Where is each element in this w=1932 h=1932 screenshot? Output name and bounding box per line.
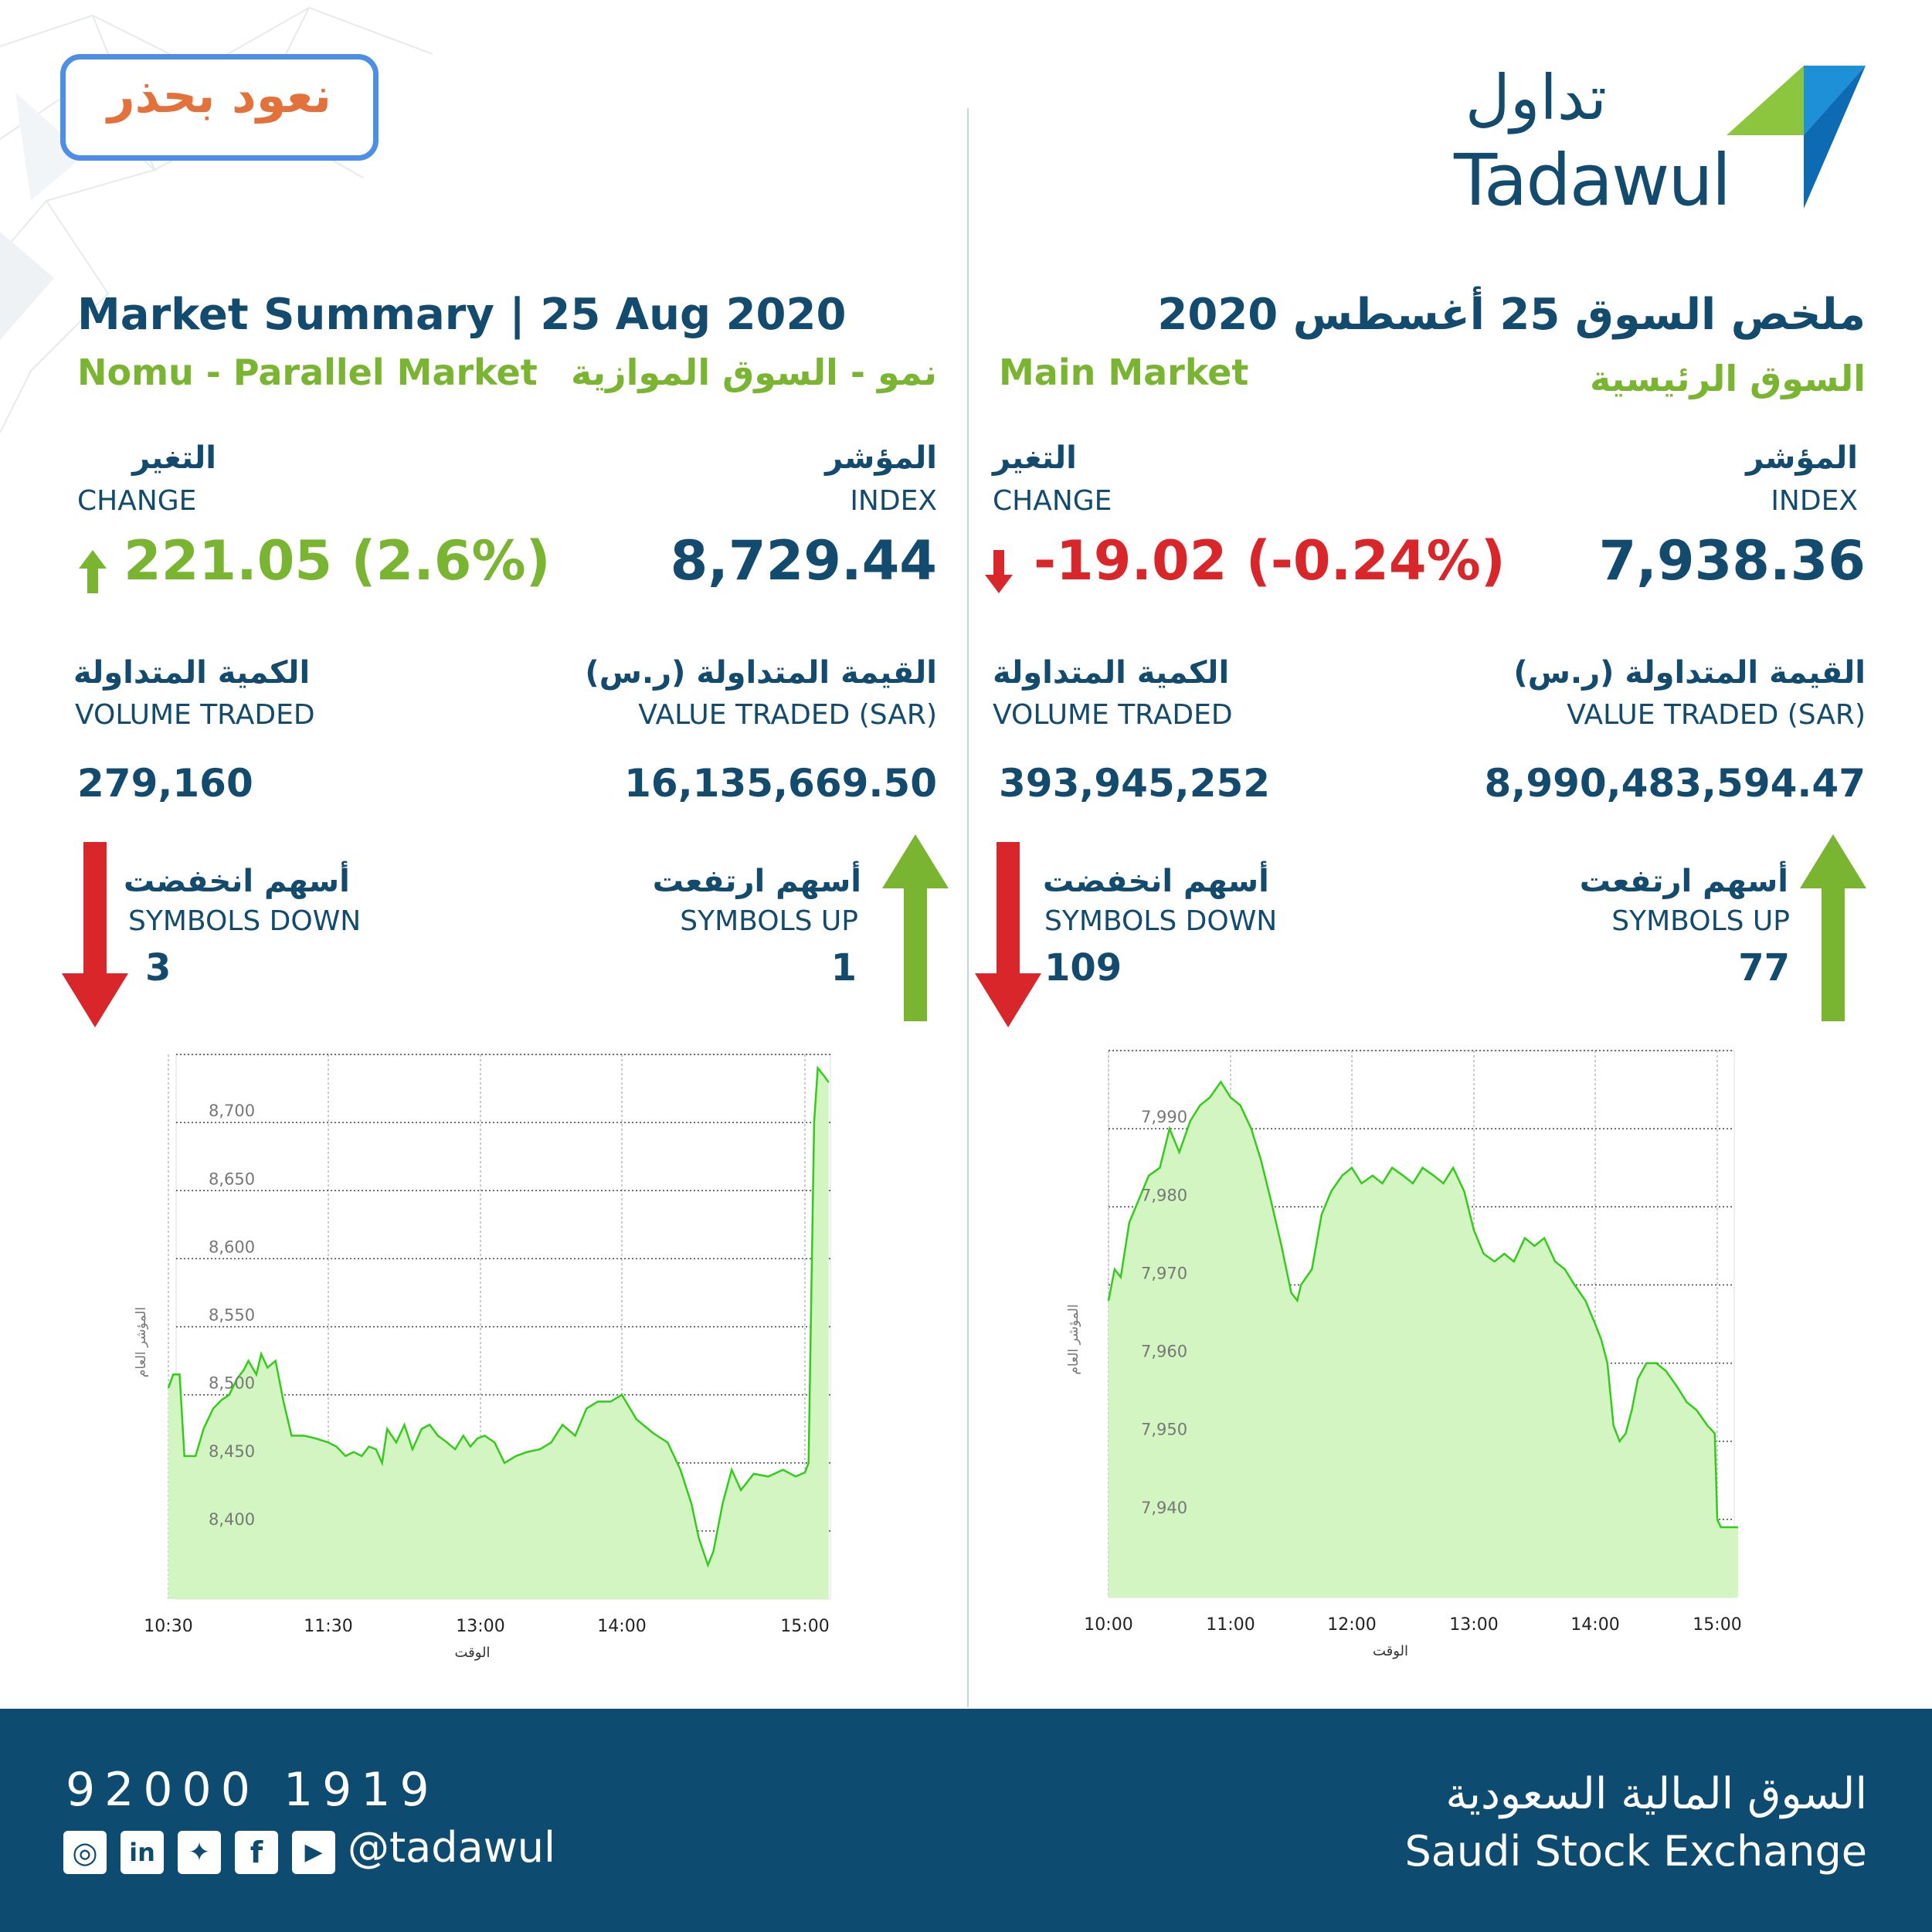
x-axis-label: الوقت (1373, 1643, 1408, 1659)
y-tick-label: 7,960 (1141, 1343, 1187, 1361)
exchange-name-ar: السوق المالية السعودية (1445, 1769, 1867, 1819)
nomu-value-value: 16,135,669.50 (624, 761, 937, 806)
main-value-label-ar: القيمة المتداولة (ر.س) (1513, 655, 1866, 691)
main-change-label-ar: التغير (993, 440, 1077, 476)
main-value-label-en: VALUE TRADED (SAR) (1567, 699, 1866, 731)
x-tick-label: 14:00 (597, 1617, 646, 1636)
x-axis-label: الوقت (454, 1645, 490, 1661)
nomu-change-up-arrow-icon (79, 550, 107, 593)
main-change-down-arrow-icon (985, 550, 1013, 593)
nomu-volume-label-ar: الكمية المتداولة (73, 655, 311, 691)
x-tick-label: 10:30 (144, 1617, 192, 1636)
main-label-en: Main Market (999, 351, 1249, 393)
y-tick-label: 8,700 (209, 1102, 255, 1120)
main-label-ar: السوق الرئيسية (1589, 358, 1866, 399)
nomu-index-label-ar: المؤشر (825, 440, 937, 476)
y-tick-label: 8,500 (209, 1374, 255, 1393)
y-tick-label: 8,450 (209, 1442, 255, 1461)
main-volume-label-en: VOLUME TRADED (993, 699, 1233, 731)
phone-number: 92000 1919 (66, 1763, 439, 1817)
main-up-label-ar: أسهم ارتفعت (1579, 864, 1788, 899)
y-tick-label: 8,600 (209, 1238, 255, 1256)
nomu-value-label-ar: القيمة المتداولة (ر.س) (585, 655, 937, 691)
y-tick-label: 7,950 (1141, 1421, 1187, 1439)
tadawul-logo: تداول Tadawul (1437, 62, 1792, 232)
x-tick-label: 13:00 (456, 1617, 504, 1636)
nomu-change-value: 221.05 (2.6%) (124, 529, 551, 593)
y-tick-label: 7,940 (1141, 1499, 1187, 1517)
youtube-icon[interactable]: ▶ (292, 1831, 335, 1874)
x-tick-label: 15:00 (780, 1617, 829, 1636)
main-index-label-ar: المؤشر (1746, 440, 1858, 476)
nomu-down-label-en: SYMBOLS DOWN (128, 905, 362, 937)
nomu-label-en: Nomu - Parallel Market (77, 351, 538, 393)
main-change-label-en: CHANGE (993, 485, 1112, 517)
x-tick-label: 14:00 (1570, 1615, 1619, 1635)
x-tick-label: 11:00 (1206, 1615, 1255, 1635)
x-tick-label: 15:00 (1693, 1615, 1741, 1635)
main-down-label-en: SYMBOLS DOWN (1044, 905, 1278, 937)
main-up-value: 77 (1738, 946, 1790, 990)
y-tick-label: 7,990 (1141, 1108, 1187, 1126)
main-volume-label-ar: الكمية المتداولة (993, 655, 1230, 691)
index-area-fill (1109, 1081, 1738, 1598)
main-up-arrow-icon (1800, 834, 1866, 1021)
facebook-icon[interactable]: f (235, 1831, 278, 1874)
nomu-index-chart: 8,700 8,650 8,600 8,550 8,500 8,450 8,400 10:30… (134, 1054, 831, 1661)
nomu-up-label-ar: أسهم ارتفعت (652, 864, 861, 899)
exchange-name-en: Saudi Stock Exchange (1404, 1827, 1867, 1876)
y-tick-label: 8,650 (209, 1170, 255, 1188)
x-tick-label: 13:00 (1449, 1615, 1498, 1635)
main-volume-value: 393,945,252 (999, 761, 1271, 806)
main-down-arrow-icon (975, 842, 1041, 1027)
nomu-index-value: 8,729.44 (670, 529, 937, 593)
main-value-value: 8,990,483,594.47 (1484, 761, 1866, 806)
nomu-change-label-ar: التغير (132, 440, 216, 476)
nomu-volume-value: 279,160 (77, 761, 253, 806)
main-up-label-en: SYMBOLS UP (1611, 905, 1790, 937)
title-ar: ملخص السوق 25 أغسطس 2020 (1157, 290, 1866, 340)
tadawul-mark-icon (1727, 66, 1866, 209)
nomu-up-label-en: SYMBOLS UP (680, 905, 858, 937)
nomu-value-label-en: VALUE TRADED (SAR) (638, 699, 937, 731)
x-tick-label: 11:30 (304, 1617, 352, 1636)
nomu-up-value: 1 (830, 946, 857, 990)
x-tick-label: 12:00 (1327, 1615, 1376, 1635)
campaign-logo-frame: نعود بحذر (60, 54, 379, 161)
y-tick-label: 8,550 (209, 1306, 255, 1325)
social-handle[interactable]: @tadawul (348, 1823, 556, 1872)
campaign-logo: نعود بحذر (107, 67, 332, 124)
nomu-down-arrow-icon (62, 842, 128, 1027)
brand-ar: تداول (1465, 62, 1607, 134)
brand-en: Tadawul (1454, 139, 1731, 222)
footer-bar (0, 1709, 1932, 1932)
main-index-chart: 7,990 7,980 7,970 7,960 7,950 7,940 10:00 11:00… (1066, 1050, 1742, 1659)
x-tick-label: 10:00 (1084, 1615, 1132, 1635)
nomu-up-arrow-icon (882, 834, 949, 1021)
main-down-value: 109 (1044, 946, 1122, 990)
y-tick-label: 8,400 (209, 1510, 255, 1529)
twitter-icon[interactable]: ✦ (178, 1831, 221, 1874)
nomu-down-value: 3 (145, 946, 171, 990)
main-change-value: -19.02 (-0.24%) (1034, 529, 1506, 593)
y-tick-label: 7,980 (1141, 1186, 1187, 1204)
nomu-label-ar: نمو - السوق الموازية (570, 351, 937, 393)
index-area-fill (168, 1068, 829, 1599)
index-line (167, 1065, 830, 1568)
main-index-value: 7,938.36 (1598, 529, 1866, 593)
y-tick-label: 7,970 (1141, 1264, 1187, 1282)
main-index-label-en: INDEX (1771, 485, 1858, 517)
main-down-label-ar: أسهم انخفضت (1043, 864, 1269, 899)
title-en: Market Summary | 25 Aug 2020 (77, 290, 847, 340)
nomu-index-label-en: INDEX (850, 485, 937, 517)
nomu-change-label-en: CHANGE (77, 485, 197, 517)
index-line (1107, 1080, 1738, 1529)
y-axis-label: المؤشر العام (1066, 1304, 1081, 1374)
section-divider (967, 108, 969, 1707)
linkedin-icon[interactable]: in (121, 1831, 164, 1874)
nomu-down-label-ar: أسهم انخفضت (124, 864, 350, 899)
instagram-icon[interactable]: ◎ (63, 1831, 107, 1874)
nomu-volume-label-en: VOLUME TRADED (75, 699, 315, 731)
y-axis-label: المؤشر العام (134, 1307, 149, 1377)
